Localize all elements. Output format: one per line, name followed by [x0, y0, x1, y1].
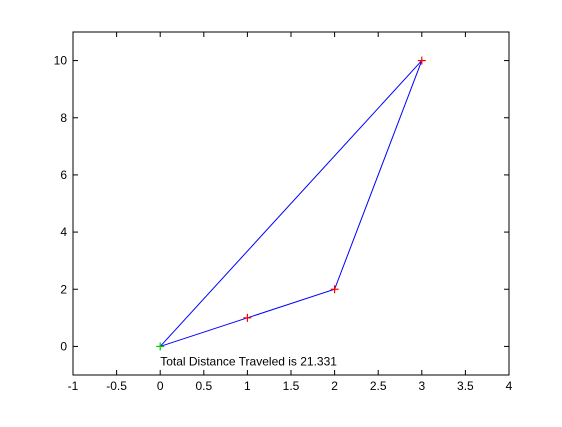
x-tick-label: 0.5	[195, 379, 212, 393]
y-tick-label: 8	[60, 111, 67, 125]
marker-start	[156, 342, 165, 351]
marker-point-2	[330, 285, 339, 294]
x-tick-label: 2	[331, 379, 338, 393]
marker-point-3	[417, 56, 426, 65]
y-tick-label: 0	[60, 339, 67, 353]
x-tick-label: 3.5	[457, 379, 474, 393]
annotation-text: Total Distance Traveled is 21.331	[160, 355, 337, 369]
ticks-group: -1 -0.5 0 0.5 1 1.5 2 2.5 3 3.5 4 0 2 4 6 8 10	[54, 32, 513, 393]
x-tick-label: 1	[244, 379, 251, 393]
x-tick-label: 3	[418, 379, 425, 393]
x-tick-label: 0	[157, 379, 164, 393]
x-tick-label: -0.5	[106, 379, 127, 393]
x-tick-label: 1.5	[283, 379, 300, 393]
marker-point-1	[243, 313, 252, 322]
markers-group	[156, 56, 426, 351]
y-tick-label: 4	[60, 225, 67, 239]
x-tick-label: -1	[68, 379, 79, 393]
x-tick-label: 2.5	[370, 379, 387, 393]
annotations-group: Total Distance Traveled is 21.331	[160, 355, 337, 369]
y-tick-label: 6	[60, 168, 67, 182]
y-tick-label: 2	[60, 282, 67, 296]
y-tick-label: 10	[54, 54, 68, 68]
x-tick-label: 4	[506, 379, 513, 393]
